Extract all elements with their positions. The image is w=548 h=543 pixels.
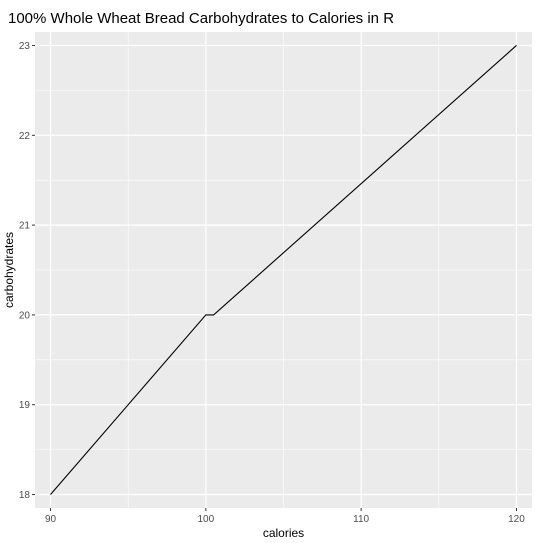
minor-gridlines <box>35 32 532 508</box>
y-axis-label: carbohydrates <box>2 232 16 308</box>
x-axis: 90 100 110 120 <box>45 508 525 525</box>
x-tick-label: 100 <box>198 514 215 525</box>
chart-title: 100% Whole Wheat Bread Carbohydrates to … <box>8 10 395 27</box>
y-tick-label: 20 <box>19 310 31 321</box>
series-layer <box>50 45 517 495</box>
x-tick-label: 120 <box>508 514 525 525</box>
major-gridlines <box>35 32 532 508</box>
y-tick-label: 19 <box>19 400 31 411</box>
x-tick-label: 110 <box>353 514 369 525</box>
y-tick-label: 23 <box>19 41 31 52</box>
x-axis-label: calories <box>263 526 304 540</box>
series-line <box>50 45 517 495</box>
x-tick-label: 90 <box>45 514 57 525</box>
y-axis: 18 19 20 21 22 23 <box>19 41 35 501</box>
y-tick-label: 18 <box>19 490 31 501</box>
y-tick-label: 21 <box>19 221 31 232</box>
y-tick-label: 22 <box>19 131 31 142</box>
